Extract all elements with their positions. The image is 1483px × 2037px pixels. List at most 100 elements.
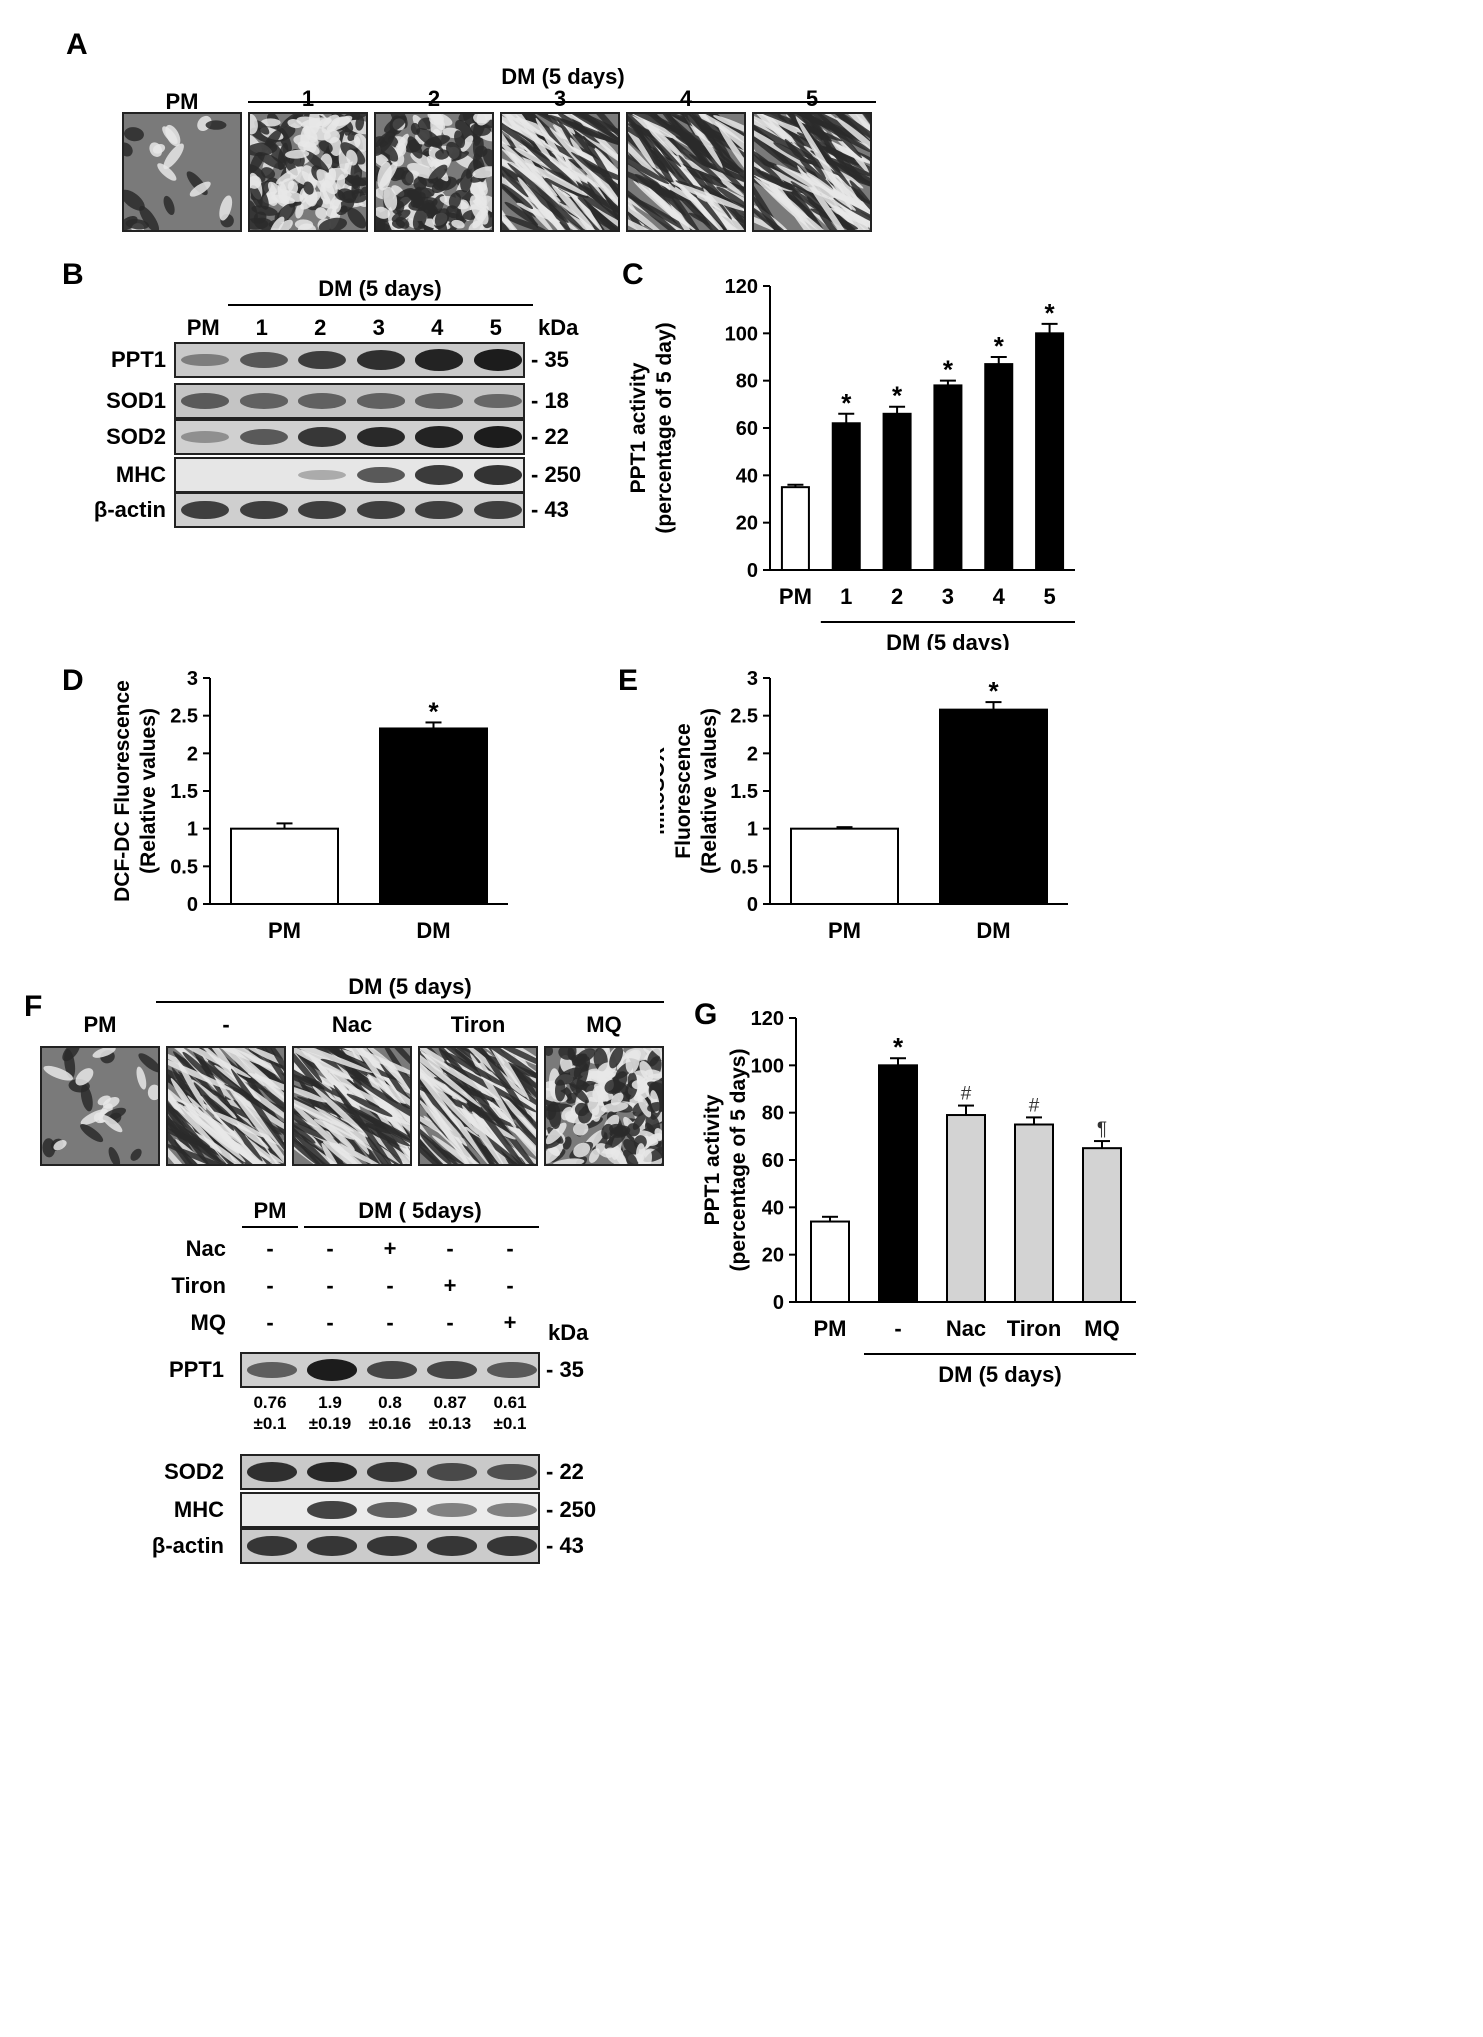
- significance-marker: #: [1029, 1095, 1040, 1116]
- bar: [933, 384, 963, 572]
- y-axis-label: (Relative values): [137, 708, 160, 874]
- y-tick-label: 3: [187, 668, 198, 690]
- y-axis-label: MitoSOX: [660, 747, 669, 835]
- panel-label-f: F: [24, 990, 43, 1023]
- panel-f-band-2-2: [367, 1501, 417, 1519]
- panel-b-protein-4: β-actin: [93, 497, 166, 522]
- panel-f-blot-header-dm: DM ( 5days): [358, 1198, 482, 1223]
- x-tick-label: MQ: [1084, 1316, 1119, 1341]
- panel-b-band-4-4: [415, 500, 464, 520]
- significance-marker: *: [1045, 298, 1056, 328]
- x-tick-label: Nac: [946, 1316, 986, 1341]
- bar: [1035, 332, 1065, 572]
- panel-f-sign-0-3: -: [446, 1236, 454, 1261]
- panel-f-protein-3: β-actin: [151, 1533, 224, 1558]
- panel-b-protein-3: MHC: [115, 462, 166, 487]
- significance-marker: *: [428, 696, 439, 726]
- panel-e-chart: 0 0.5 1 1.5 2 2.5 3 MitoSOX Fluorescence (Relativ…: [660, 668, 1068, 943]
- panel-b-protein-2: SOD2: [106, 424, 166, 449]
- panel-b-lane-3: 3: [372, 315, 385, 340]
- bar: [882, 412, 912, 571]
- bar: [831, 422, 861, 571]
- y-tick-label: 2.5: [170, 706, 198, 728]
- panel-a-header: DM (5 days): [501, 64, 625, 89]
- panel-b-lane-2: 2: [314, 315, 327, 340]
- significance-marker: *: [994, 331, 1005, 361]
- x-tick-label: Tiron: [1007, 1316, 1062, 1341]
- x-tick-label: PM: [828, 918, 861, 943]
- panel-b-band-4-1: [239, 500, 288, 520]
- panel-b-row-3: [174, 457, 525, 493]
- x-tick-label: 5: [1043, 584, 1055, 609]
- panel-f-header-line: [156, 1001, 664, 1003]
- y-tick-label: 1: [187, 819, 198, 841]
- panel-f-sign-1-1: -: [326, 1273, 334, 1298]
- y-tick-label: 120: [725, 276, 758, 298]
- y-tick-label: 120: [751, 1010, 784, 1030]
- panel-b-lane-1: 1: [255, 315, 268, 340]
- panel-a-label-1: 1: [301, 86, 315, 111]
- panel-b-band-0-5: [473, 349, 522, 371]
- panel-b-header-line: [228, 304, 533, 306]
- panel-b-band-3-5: [473, 465, 522, 485]
- panel-f-protein-0: PPT1: [168, 1357, 224, 1382]
- panel-f-blot-header-pm: PM: [253, 1198, 287, 1223]
- panel-a-micrograph-4: [626, 112, 746, 232]
- panel-f-quant-sd-2: ±0.16: [368, 1414, 412, 1433]
- x-tick-label: 2: [891, 584, 903, 609]
- y-tick-label: 0.5: [730, 856, 758, 878]
- significance-marker: *: [988, 676, 999, 706]
- panel-f-header: DM (5 days): [348, 974, 472, 999]
- panel-b-kda-0: - 35: [531, 347, 569, 372]
- y-tick-label: 60: [736, 418, 758, 440]
- group-label: DM (5 days): [938, 1362, 1061, 1387]
- panel-f-sign-2-0: -: [266, 1310, 274, 1335]
- panel-f-band-3-2: [367, 1536, 417, 1556]
- panel-f-band-1-4: [487, 1463, 537, 1481]
- panel-b-band-4-2: [298, 500, 347, 520]
- panel-f-quant-mean-2: 0.8: [378, 1393, 402, 1412]
- panel-f-kda-0: - 35: [546, 1357, 584, 1382]
- y-tick-label: 2: [187, 743, 198, 765]
- panel-b-band-0-2: [298, 350, 347, 370]
- x-tick-label: 1: [840, 584, 852, 609]
- panel-f-band-2-4: [487, 1502, 537, 1518]
- panel-f-band-1-3: [427, 1463, 477, 1481]
- panel-b-protein-1: SOD1: [106, 388, 166, 413]
- panel-f-quant-sd-4: ±0.1: [493, 1414, 527, 1433]
- x-tick-label: PM: [268, 918, 301, 943]
- panel-f-label-4: MQ: [586, 1012, 622, 1037]
- panel-f-blot-dm-line: [304, 1226, 539, 1228]
- panel-b-band-2-3: [356, 426, 405, 448]
- panel-b-kda-1: - 18: [531, 388, 569, 413]
- y-tick-label: 0: [187, 894, 198, 916]
- x-tick-label: PM: [814, 1316, 847, 1341]
- panel-f-band-0-0: [247, 1362, 297, 1378]
- panel-b-band-2-2: [298, 427, 347, 447]
- panel-a-label-5: 5: [805, 86, 819, 111]
- y-tick-label: 0.5: [170, 856, 198, 878]
- panel-f-treatment-0: Nac: [185, 1236, 226, 1261]
- y-tick-label: 0: [747, 560, 758, 582]
- y-axis-label: Fluorescence: [672, 723, 695, 858]
- panel-f-band-2-1: [307, 1500, 357, 1520]
- y-tick-label: 2.5: [730, 706, 758, 728]
- y-axis-label: PPT1 activity: [627, 362, 650, 493]
- panel-b-band-3-3: [356, 466, 405, 484]
- y-tick-label: 2: [747, 743, 758, 765]
- panel-f-band-2-3: [427, 1502, 477, 1518]
- panel-b-header: DM (5 days): [318, 276, 442, 301]
- panel-b-protein-0: PPT1: [110, 347, 166, 372]
- panel-f-quant-sd-0: ±0.1: [253, 1414, 287, 1433]
- panel-b-kda-2: - 22: [531, 424, 569, 449]
- panel-b-kda-label: kDa: [538, 315, 579, 340]
- panel-label-c: C: [622, 258, 644, 291]
- panel-b-row-4: [174, 492, 525, 528]
- panel-f-band-0-2: [367, 1360, 417, 1380]
- panel-f-band-0-4: [487, 1361, 537, 1379]
- panel-f-band-3-0: [247, 1536, 297, 1556]
- panel-f-row-0: [240, 1352, 540, 1388]
- panel-label-d: D: [62, 664, 84, 697]
- panel-f-label-2: Nac: [331, 1012, 373, 1037]
- panel-f-label-1: -: [222, 1012, 230, 1037]
